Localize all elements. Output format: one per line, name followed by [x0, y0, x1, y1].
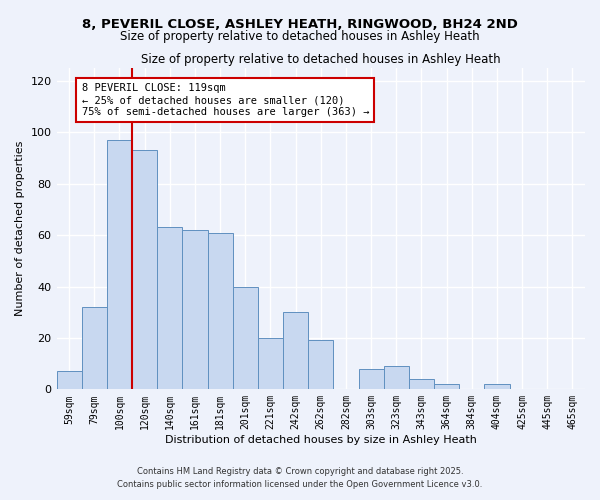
Text: 8 PEVERIL CLOSE: 119sqm
← 25% of detached houses are smaller (120)
75% of semi-d: 8 PEVERIL CLOSE: 119sqm ← 25% of detache…	[82, 84, 369, 116]
Bar	[56, 372, 82, 390]
Bar	[434, 384, 459, 390]
Bar	[157, 228, 182, 390]
Bar	[208, 232, 233, 390]
Text: 8, PEVERIL CLOSE, ASHLEY HEATH, RINGWOOD, BH24 2ND: 8, PEVERIL CLOSE, ASHLEY HEATH, RINGWOOD…	[82, 18, 518, 30]
Text: Contains HM Land Registry data © Crown copyright and database right 2025.
Contai: Contains HM Land Registry data © Crown c…	[118, 468, 482, 489]
Text: Size of property relative to detached houses in Ashley Heath: Size of property relative to detached ho…	[120, 30, 480, 43]
Bar	[283, 312, 308, 390]
Title: Size of property relative to detached houses in Ashley Heath: Size of property relative to detached ho…	[141, 52, 500, 66]
Bar	[383, 366, 409, 390]
Y-axis label: Number of detached properties: Number of detached properties	[15, 141, 25, 316]
Bar	[308, 340, 334, 390]
Bar	[233, 286, 258, 390]
Bar	[132, 150, 157, 390]
Bar	[82, 307, 107, 390]
Bar	[258, 338, 283, 390]
Bar	[359, 369, 383, 390]
X-axis label: Distribution of detached houses by size in Ashley Heath: Distribution of detached houses by size …	[165, 435, 477, 445]
Bar	[409, 379, 434, 390]
Bar	[182, 230, 208, 390]
Bar	[484, 384, 509, 390]
Bar	[107, 140, 132, 390]
